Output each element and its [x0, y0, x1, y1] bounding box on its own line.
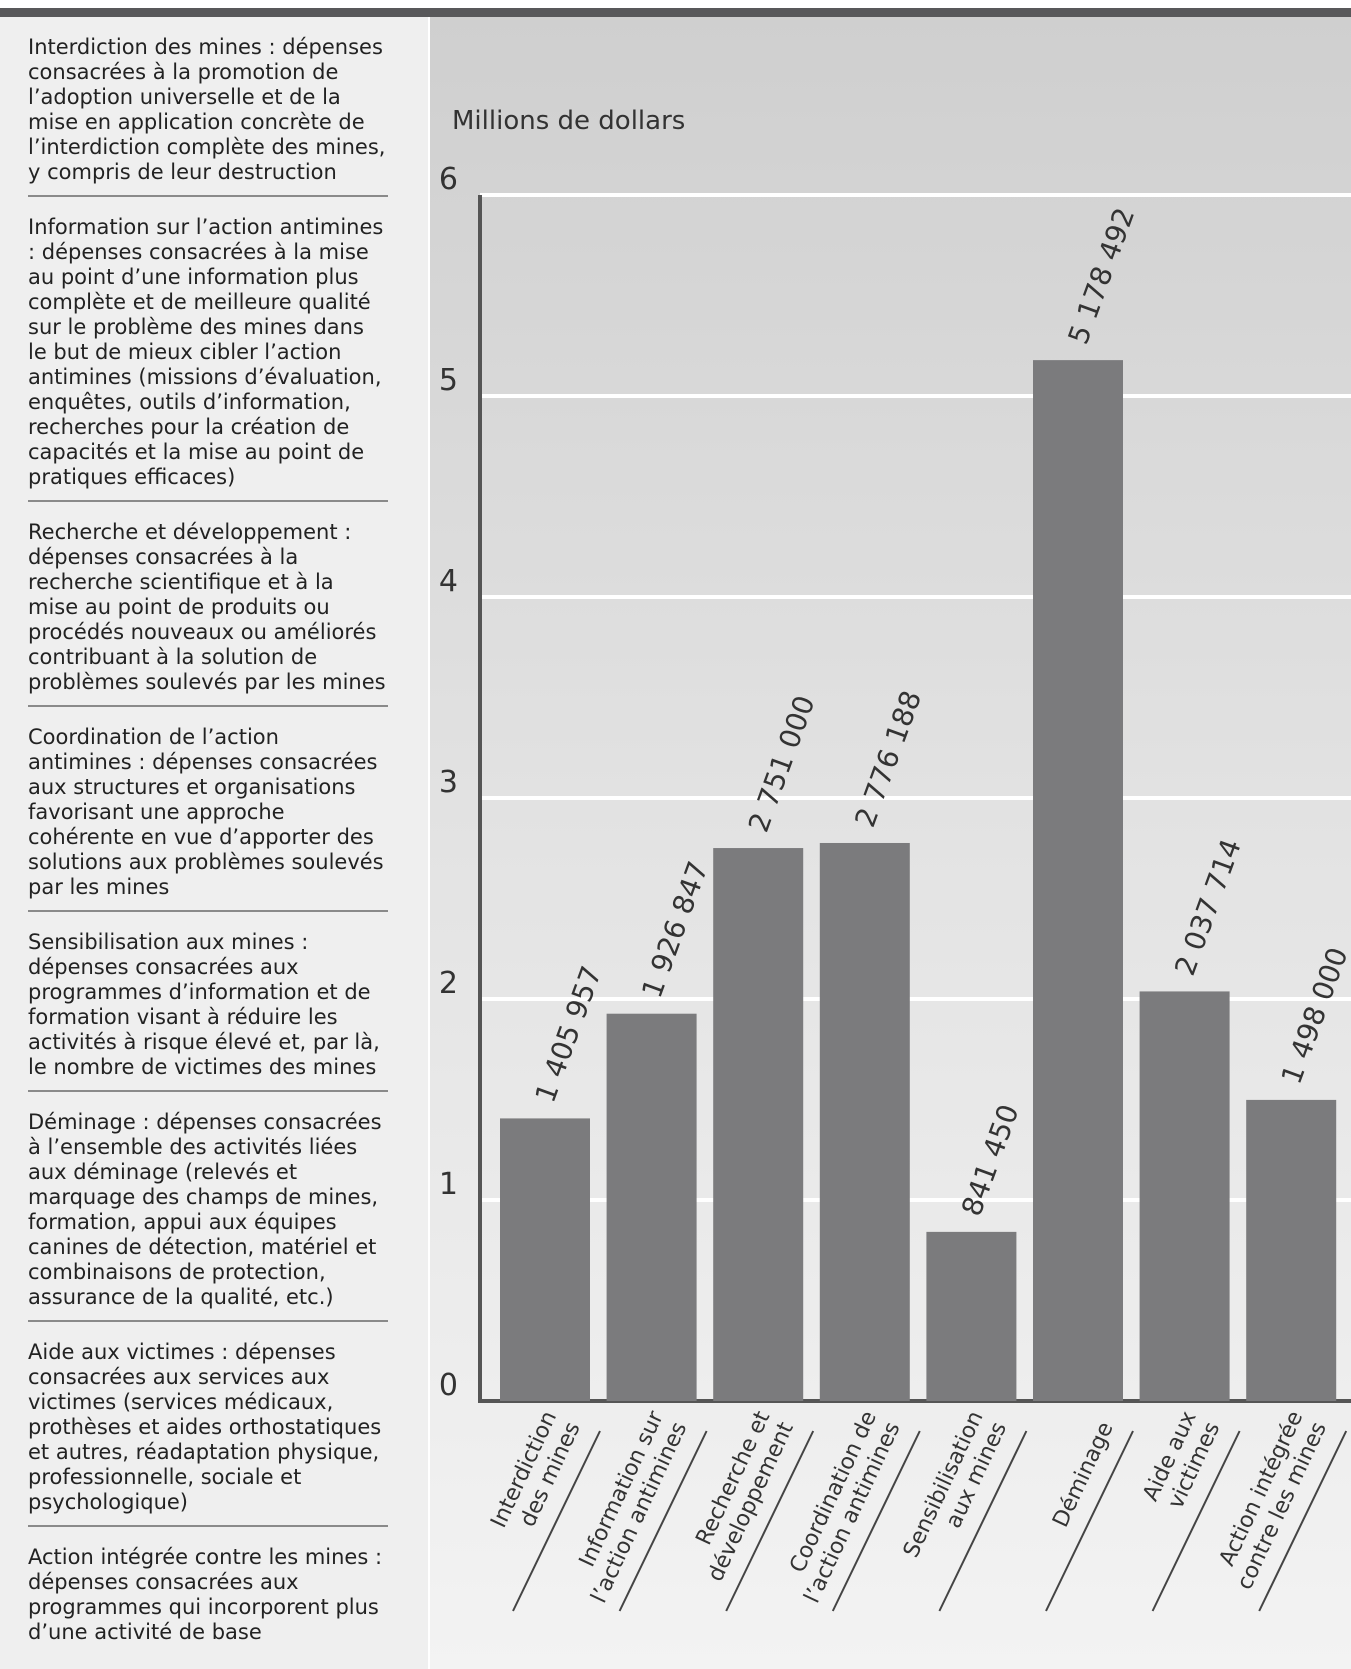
y-tick-label: 2: [439, 966, 458, 1001]
bar: [1246, 1099, 1337, 1401]
definition: Action intégrée contre les mines : dépen…: [28, 1545, 383, 1644]
label-slash: [618, 1430, 708, 1612]
bar: [606, 1013, 697, 1401]
top-bar: [0, 8, 1351, 17]
label-slash: [1045, 1430, 1134, 1612]
definition: Interdiction des mines : dépenses consac…: [28, 17, 388, 197]
label-slash: [1151, 1430, 1241, 1612]
definitions: Interdiction des mines : dépenses consac…: [0, 17, 428, 1669]
definition: Recherche et développement : dépenses co…: [28, 502, 388, 707]
y-tick-label: 3: [439, 765, 458, 800]
bar: [1033, 360, 1123, 1402]
bar: [1139, 991, 1230, 1401]
y-tick-label: 1: [439, 1167, 458, 1202]
definition: Information sur l’action antimines : dép…: [28, 197, 388, 502]
y-tick-label: 6: [439, 162, 458, 197]
label-slash: [725, 1430, 815, 1612]
definition: Sensibilisation aux mines : dépenses con…: [28, 912, 388, 1092]
y-tick-label: 5: [439, 363, 458, 398]
label-slash: [512, 1430, 601, 1612]
y-tick-label: 4: [439, 564, 458, 599]
bar: [500, 1118, 590, 1401]
y-axis-label: Millions de dollars: [452, 106, 685, 136]
y-tick-label: 0: [439, 1368, 458, 1403]
definition: Coordination de l’action antimines : dép…: [28, 707, 388, 912]
bar: [926, 1231, 1017, 1401]
bar: [713, 848, 804, 1401]
label-slash: [1258, 1430, 1348, 1612]
label-slash: [938, 1430, 1028, 1612]
label-slash: [831, 1430, 921, 1612]
definition: Déminage : dépenses consacrées à l’ensem…: [28, 1092, 388, 1322]
bar: [819, 842, 910, 1401]
definition: Aide aux victimes : dépenses consacrées …: [28, 1322, 388, 1527]
